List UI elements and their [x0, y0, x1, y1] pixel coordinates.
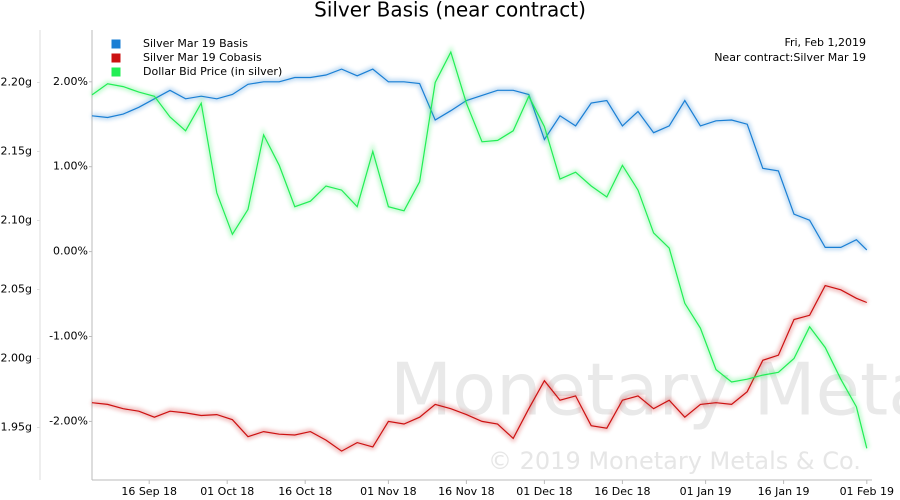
- x-tick-label: 16 Oct 18: [278, 485, 332, 498]
- y-tick-label: 2.00%: [53, 75, 88, 88]
- y2-tick-label: 2.00g: [1, 352, 32, 365]
- y-tick-label: 0.00%: [53, 245, 88, 258]
- y-tick-label: 1.00%: [53, 160, 88, 173]
- x-tick-label: 16 Dec 18: [594, 485, 650, 498]
- chart-title: Silver Basis (near contract): [314, 0, 586, 22]
- x-tick-label: 16 Sep 18: [121, 485, 177, 498]
- x-tick-label: 01 Nov 18: [360, 485, 416, 498]
- legend-label: Silver Mar 19 Cobasis: [143, 51, 262, 64]
- annotation: Near contract:Silver Mar 19: [714, 51, 866, 64]
- x-tick-label: 01 Feb 19: [840, 485, 894, 498]
- legend-label: Silver Mar 19 Basis: [143, 37, 248, 50]
- y-tick-label: -2.00%: [49, 414, 88, 427]
- y2-tick-label: 2.05g: [1, 283, 32, 296]
- watermark: © 2019 Monetary Metals & Co.: [488, 447, 861, 475]
- series-line: [91, 284, 868, 452]
- x-tick-label: 16 Jan 19: [758, 485, 810, 498]
- series-line: [91, 50, 868, 449]
- series-line: [91, 68, 868, 251]
- annotation: Fri, Feb 1,2019: [784, 36, 866, 49]
- y2-tick-label: 1.95g: [1, 421, 32, 434]
- legend-swatch: [110, 66, 122, 78]
- y2-tick-label: 2.20g: [1, 75, 32, 88]
- x-tick-label: 01 Oct 18: [200, 485, 254, 498]
- x-tick-label: 16 Nov 18: [438, 485, 494, 498]
- x-tick-label: 01 Dec 18: [516, 485, 572, 498]
- x-tick-label: 01 Jan 19: [680, 485, 732, 498]
- watermark: Monetary Metals: [390, 348, 900, 432]
- legend-swatch: [110, 38, 122, 50]
- y2-tick-label: 2.10g: [1, 213, 32, 226]
- y-tick-label: -1.00%: [49, 330, 88, 343]
- y2-tick-label: 2.15g: [1, 144, 32, 157]
- legend-label: Dollar Bid Price (in silver): [143, 65, 282, 78]
- legend-swatch: [110, 52, 122, 64]
